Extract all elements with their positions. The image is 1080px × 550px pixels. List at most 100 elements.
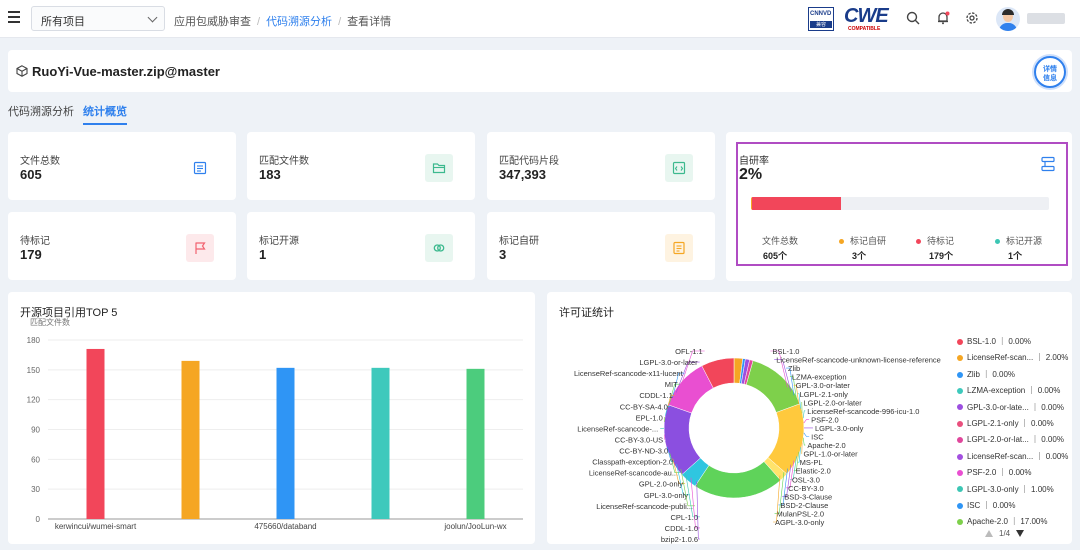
x-tick-label: joolun/JooLun-wx [443, 522, 506, 531]
stat-card-total-files: 文件总数 605 [8, 132, 236, 200]
project-select[interactable]: 所有项目 [31, 6, 165, 31]
license-slice-label: LicenseRef-scancode-publi... [596, 502, 693, 511]
chevron-down-icon [147, 12, 158, 23]
legend-text: Zlib ｜ 0.00% [967, 369, 1016, 379]
label-leader-line [802, 410, 806, 419]
y-tick-label: 0 [36, 515, 41, 524]
label-leader-line [782, 464, 792, 497]
legend-text: LZMA-exception ｜ 0.00% [967, 386, 1061, 396]
legend-text: BSL-1.0 ｜ 0.00% [967, 337, 1032, 346]
tab-code-trace[interactable]: 代码溯源分析 [8, 106, 74, 118]
bar [371, 367, 390, 519]
legend-dot [957, 502, 963, 509]
bell-icon[interactable] [936, 11, 950, 25]
detail-info-button[interactable]: 详情 信息 [1034, 56, 1066, 88]
search-icon[interactable] [906, 11, 920, 25]
y-tick-label: 90 [31, 426, 40, 435]
license-slice-label: MS-PL [800, 458, 823, 467]
stat-value: 605 [20, 167, 42, 182]
license-legend-item[interactable]: LGPL-2.0-or-lat... ｜ 0.00% [957, 434, 1064, 445]
license-legend-item[interactable]: LGPL-3.0-only ｜ 1.00% [957, 484, 1054, 495]
legend-dot [957, 486, 963, 493]
menu-toggle-icon[interactable] [8, 11, 20, 23]
username-placeholder[interactable] [1027, 13, 1065, 24]
legend-dot [957, 437, 963, 444]
avatar[interactable] [996, 7, 1020, 31]
self-rate-highlight: 自研率 2% 文件总数 标记自研 待标记 标记开源 605个 3个 179个 1… [736, 142, 1068, 266]
tab-overview[interactable]: 统计概览 [83, 103, 127, 125]
breadcrumb-item-detail: 查看详情 [347, 16, 392, 28]
progress-segment-pending [752, 197, 841, 210]
legend-text: Apache-2.0 ｜ 17.00% [967, 517, 1048, 527]
label-leader-line [672, 458, 686, 485]
folder-icon [425, 154, 453, 182]
stat-card-pending: 待标记 179 [8, 212, 236, 280]
legend-pending: 待标记 [916, 234, 954, 247]
label-leader-line [680, 350, 705, 388]
legend-dot [957, 371, 963, 378]
license-slice-label: GPL-3.0-only [644, 491, 688, 500]
license-legend-item[interactable]: LicenseRef-scan... ｜ 2.00% [957, 352, 1068, 363]
license-legend-item[interactable]: LGPL-2.1-only ｜ 0.00% [957, 418, 1054, 429]
label-leader-line [680, 468, 696, 507]
cnnvd-logo: CNNVD 兼容 [808, 7, 834, 31]
license-slice-label: LicenseRef-scancode-x11-lucent [574, 369, 684, 378]
link-icon [425, 234, 453, 262]
label-leader-line [664, 434, 666, 440]
license-slice-label: CC-BY-ND-3.0 [619, 447, 668, 456]
license-legend-item[interactable]: GPL-3.0-or-late... ｜ 0.00% [957, 402, 1064, 413]
license-slice-label: PSF-2.0 [811, 415, 839, 424]
self-rate-progress-bar [751, 197, 1049, 210]
license-slice-label: MulanPSL-2.0 [777, 509, 825, 518]
bar [181, 360, 200, 519]
stat-label: 匹配文件数 [259, 156, 309, 167]
legend-dot [957, 338, 963, 345]
gear-icon[interactable] [965, 11, 979, 25]
license-slice-label: LicenseRef-scancode-996-icu-1.0 [807, 407, 919, 416]
license-legend-item[interactable]: ISC ｜ 0.00% [957, 500, 1015, 511]
breadcrumb: 应用包威胁审查 / 代码溯源分析 / 查看详情 [174, 16, 392, 28]
cwe-logo-sub: COMPATIBLE [848, 26, 881, 32]
stat-label: 文件总数 [20, 156, 60, 167]
license-legend-item[interactable]: PSF-2.0 ｜ 0.00% [957, 467, 1031, 478]
self-rate-value: 2% [739, 166, 763, 183]
y-tick-label: 60 [31, 455, 40, 464]
license-slice-label: OSL-3.0 [792, 475, 820, 484]
cwe-logo-text: CWE [844, 5, 889, 27]
license-legend-item[interactable]: LZMA-exception ｜ 0.00% [957, 385, 1060, 396]
legend-dot [839, 239, 844, 245]
license-slice-label: CC-BY-3.0 [788, 484, 824, 493]
label-leader-line [665, 440, 671, 451]
license-legend-item[interactable]: LicenseRef-scan... ｜ 0.00% [957, 451, 1068, 462]
license-legend-item[interactable]: Zlib ｜ 0.00% [957, 369, 1015, 380]
license-legend-item[interactable]: BSL-1.0 ｜ 0.00% [957, 336, 1031, 347]
license-slice-label: Classpath-exception-2.0 [592, 458, 673, 467]
license-slice-label: BSD-2-Clause [780, 501, 828, 510]
legend-value-self: 3个 [852, 251, 867, 261]
label-leader-line [672, 372, 685, 398]
stat-value: 347,393 [499, 167, 546, 182]
stat-value: 183 [259, 167, 281, 182]
pager-up-icon[interactable] [985, 530, 993, 538]
license-slice-label: Elastic-2.0 [796, 467, 831, 476]
license-legend-item[interactable]: Apache-2.0 ｜ 17.00% [957, 516, 1048, 527]
license-slice-label: LicenseRef-scancode-unknown-license-refe… [776, 356, 941, 365]
label-leader-line [676, 463, 691, 496]
label-leader-line [786, 460, 795, 489]
license-slice-label: LGPL-2.1-only [800, 390, 849, 399]
label-leader-line [665, 405, 670, 416]
legend-dot [957, 404, 963, 411]
label-leader-line [801, 442, 803, 454]
breadcrumb-item-threat-review[interactable]: 应用包威胁审查 [174, 16, 251, 28]
legend-dot [957, 420, 963, 427]
license-panel: 许可证统计 OFL-1.1 LGPL-3.0-or-later LicenseRef… [547, 292, 1072, 544]
pager-down-icon[interactable] [1016, 530, 1025, 538]
license-slice-label: AGPL-3.0-only [775, 518, 824, 527]
legend-text: LGPL-2.0-or-lat... ｜ 0.00% [967, 435, 1064, 445]
breadcrumb-item-code-trace[interactable]: 代码溯源分析 [266, 16, 333, 28]
label-leader-line [666, 394, 675, 410]
label-leader-line [802, 437, 806, 446]
license-slice-label: MIT [665, 380, 678, 389]
stat-value: 1 [259, 247, 267, 262]
x-tick-label: 475660/databand [254, 522, 316, 531]
